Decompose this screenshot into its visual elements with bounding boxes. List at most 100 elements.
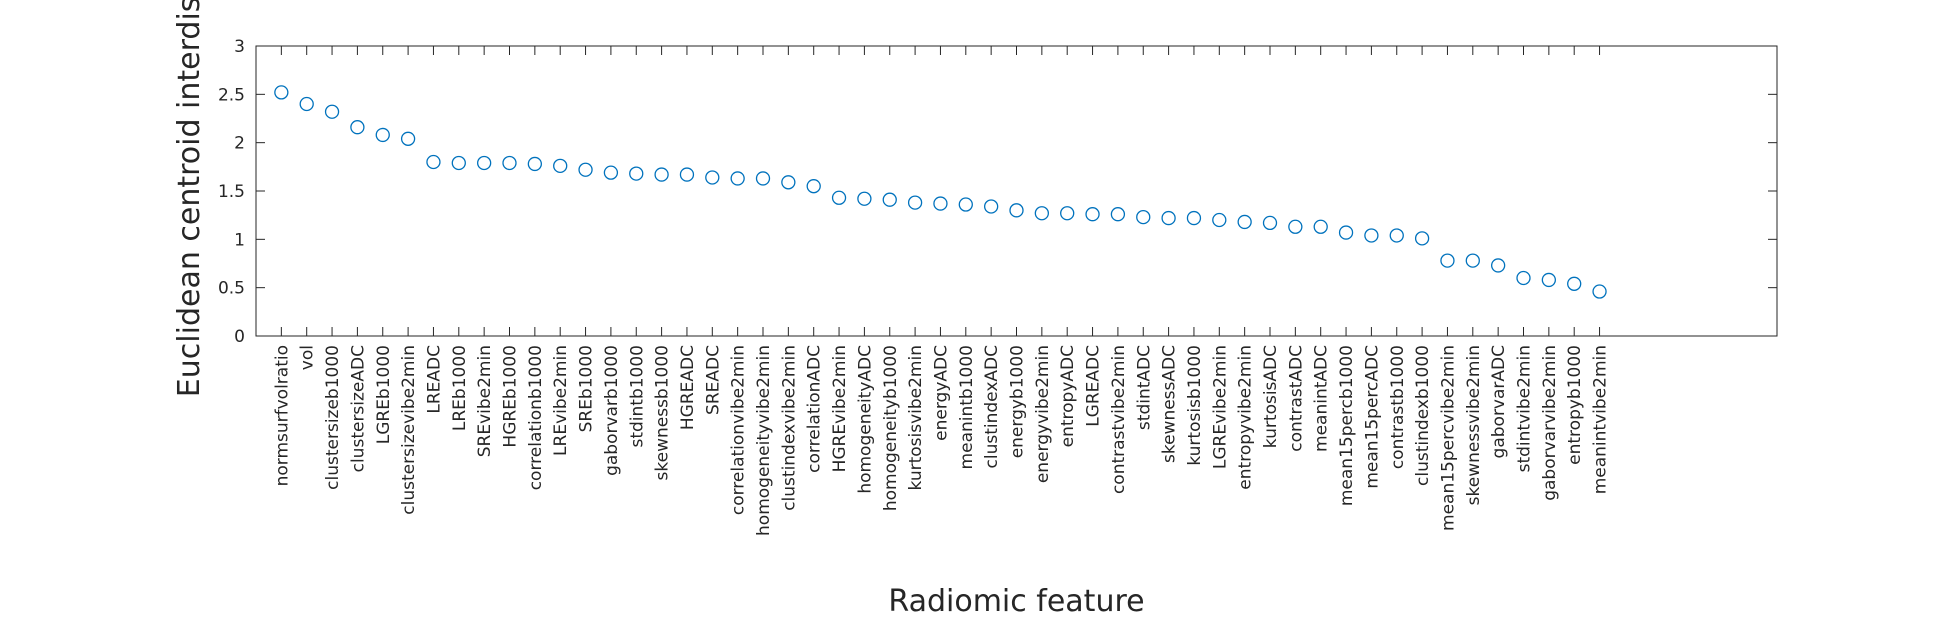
data-point — [1186, 210, 1202, 226]
x-tick-label: contrastb1000 — [1388, 345, 1408, 469]
data-point — [274, 85, 289, 100]
plot-box — [255, 45, 1778, 337]
data-point — [933, 196, 948, 211]
data-point — [527, 156, 542, 172]
data-point — [781, 175, 796, 190]
data-point — [806, 179, 821, 194]
data-point — [603, 165, 619, 180]
data-point — [705, 170, 720, 185]
data-point — [1034, 206, 1049, 221]
data-point — [350, 120, 365, 135]
x-tick-label: LREADC — [424, 345, 444, 414]
data-point — [375, 127, 390, 143]
data-point — [629, 166, 644, 181]
x-tick-label: LGREb1000 — [374, 345, 394, 444]
x-axis-title: Radiomic feature — [888, 584, 1144, 619]
data-point — [1516, 270, 1531, 286]
data-point — [1313, 219, 1328, 234]
y-tick-label: 1.5 — [218, 182, 245, 202]
plot-frame — [255, 45, 1778, 337]
x-tick-label: normsurfvolratio — [272, 345, 292, 486]
x-tick-label: clustindexb1000 — [1413, 345, 1433, 486]
data-point — [451, 155, 466, 171]
data-point — [1465, 253, 1480, 268]
data-point — [1262, 215, 1278, 231]
x-tick-label: energyb1000 — [1008, 345, 1028, 458]
data-point — [857, 191, 872, 206]
x-tick-label: energyADC — [931, 345, 951, 441]
x-tick-label: homogeneityb1000 — [881, 345, 901, 511]
data-point — [578, 162, 593, 177]
x-tick-label: mean15percvibe2min — [1438, 345, 1458, 531]
y-tick-label: 2 — [234, 134, 245, 154]
data-point — [831, 190, 847, 205]
x-tick-label: correlationvibe2min — [729, 345, 749, 515]
x-tick-label: homogeneityADC — [855, 345, 875, 494]
x-tick-label: skewnessADC — [1160, 345, 1180, 463]
data-point — [907, 195, 923, 210]
data-point — [1237, 214, 1252, 230]
data-point — [1110, 207, 1126, 222]
y-axis: 0 0.5 1 1.5 2 2.5 3 — [218, 37, 1777, 347]
data-point — [426, 154, 441, 170]
data-point — [1060, 206, 1075, 221]
data-point — [502, 155, 517, 171]
x-tick-label: correlationb1000 — [526, 345, 546, 490]
x-tick-label: correlationADC — [805, 345, 825, 473]
x-tick-label: meanintb1000 — [957, 345, 977, 469]
x-tick-label: entropyb1000 — [1565, 345, 1585, 465]
data-point — [1009, 203, 1024, 218]
x-tick-label: meanintADC — [1312, 345, 1332, 452]
x-tick-label: SREADC — [703, 345, 723, 415]
x-tick-label: clustersizeADC — [348, 345, 368, 472]
data-point — [958, 197, 973, 212]
data-point — [1592, 284, 1607, 299]
x-tick-label: HGREvibe2min — [830, 345, 850, 472]
x-tick-label: SREb1000 — [577, 345, 597, 432]
data-point — [1491, 258, 1506, 273]
data-point — [324, 104, 340, 119]
x-tick-label: HGREb1000 — [501, 345, 521, 448]
x-tick-label: SREvibe2min — [475, 345, 495, 457]
x-tick-label: clustindexvibe2min — [779, 345, 799, 511]
x-tick-label: kurtosisb1000 — [1185, 345, 1205, 466]
x-tick-label: stdintADC — [1134, 345, 1154, 430]
x-tick-label: HGREADC — [678, 345, 698, 430]
x-tick-label: homogeneityvibe2min — [754, 345, 774, 536]
data-point — [1364, 228, 1379, 243]
y-tick-label: 1 — [234, 230, 245, 250]
x-tick-label: stdintvibe2min — [1515, 345, 1535, 472]
x-tick-label: stdintb1000 — [627, 345, 647, 448]
data-point — [299, 96, 314, 112]
data-point — [1389, 228, 1404, 243]
data-point — [1541, 272, 1556, 288]
y-tick-label: 3 — [234, 37, 245, 57]
x-tick-label: LGREADC — [1084, 345, 1104, 427]
data-point — [1567, 276, 1582, 291]
x-tick-label: entropyADC — [1058, 345, 1078, 447]
data-point — [654, 167, 669, 182]
x-tick-label: energyvibe2min — [1033, 345, 1053, 483]
y-tick-label: 0 — [234, 327, 245, 347]
data-point — [1161, 210, 1176, 226]
x-tick-label: skewnessvibe2min — [1464, 345, 1484, 505]
x-tick-label: vol — [298, 345, 318, 370]
y-tick-label: 0.5 — [218, 279, 245, 299]
data-point — [1136, 209, 1151, 225]
x-tick-label: clustindexADC — [982, 345, 1002, 468]
x-axis: normsurfvolratio vol clustersizeb1000 clust… — [272, 46, 1611, 536]
data-point — [984, 199, 999, 214]
data-point — [1440, 253, 1455, 268]
data-point — [476, 155, 492, 171]
data-point — [755, 171, 771, 186]
x-tick-label: clustersizeb1000 — [323, 345, 343, 490]
data-point — [400, 131, 416, 146]
data-point — [1414, 231, 1430, 246]
x-tick-label: gaborvarb1000 — [602, 345, 622, 476]
data-point — [553, 158, 568, 174]
data-point — [1288, 219, 1303, 234]
x-tick-label: meanintvibe2min — [1591, 345, 1611, 494]
data-point — [730, 171, 745, 186]
x-tick-label: clustersizevibe2min — [399, 345, 419, 515]
